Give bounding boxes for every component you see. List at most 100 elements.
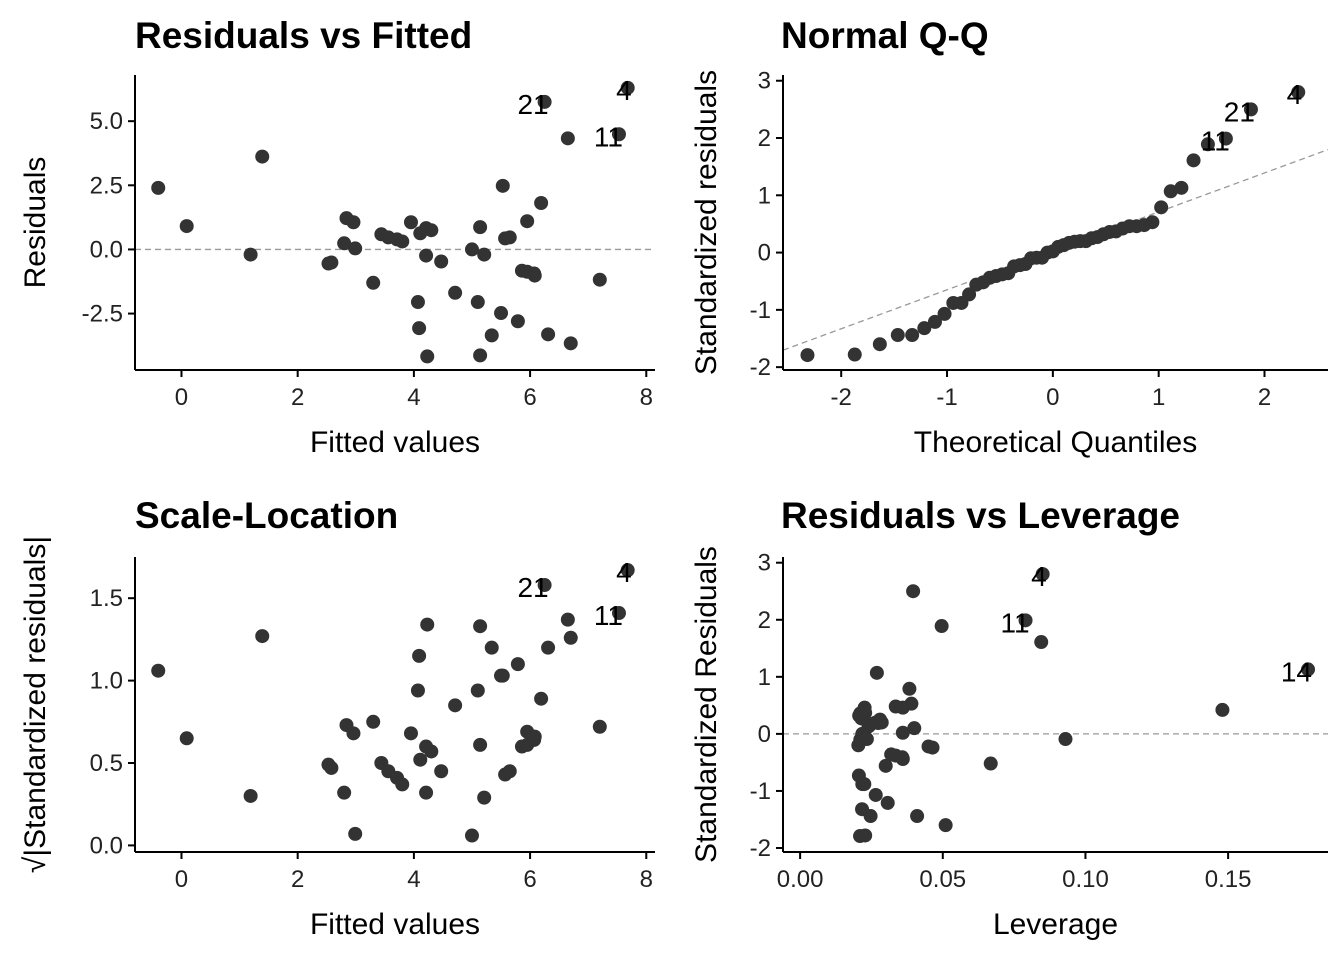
- y-tick-label: 0: [758, 240, 771, 267]
- data-point: [348, 826, 363, 841]
- y-tick-label: 0: [758, 721, 771, 748]
- data-point: [1215, 702, 1230, 717]
- data-point: [563, 630, 578, 645]
- x-tick-label: 6: [523, 866, 536, 893]
- y-tick-label: 2: [758, 125, 771, 152]
- x-tick-label: -2: [831, 384, 852, 411]
- point-label: 11: [594, 600, 623, 631]
- data-point: [324, 255, 339, 270]
- data-point: [874, 715, 889, 730]
- data-point: [420, 617, 435, 632]
- data-point: [1034, 635, 1049, 650]
- data-point: [434, 254, 449, 269]
- data-point: [1035, 567, 1050, 582]
- data-point: [151, 663, 166, 678]
- point-label: 21: [517, 89, 548, 120]
- data-point: [470, 683, 485, 698]
- data-point: [537, 578, 552, 593]
- data-point: [907, 721, 922, 736]
- data-point: [800, 348, 815, 363]
- data-point: [534, 196, 549, 211]
- data-point: [494, 306, 509, 321]
- point-label: 4: [616, 75, 632, 106]
- data-point: [890, 328, 905, 343]
- y-axis-label: Standardized Residuals: [690, 546, 723, 863]
- data-point: [902, 681, 917, 696]
- x-tick-label: 0: [1046, 384, 1059, 411]
- data-point: [151, 180, 166, 195]
- data-point: [395, 777, 410, 792]
- data-point: [477, 790, 492, 805]
- data-point: [424, 223, 439, 238]
- data-point: [905, 328, 920, 343]
- x-axis-label: Fitted values: [310, 426, 480, 459]
- x-tick-label: 0.00: [777, 866, 824, 893]
- data-point: [560, 612, 575, 627]
- point-label: 11: [1000, 607, 1029, 638]
- data-point: [470, 295, 485, 310]
- data-point: [983, 756, 998, 771]
- point-label: 21: [1224, 96, 1255, 127]
- data-point: [1056, 238, 1071, 253]
- x-tick-label: 0.05: [919, 866, 966, 893]
- panel-title: Scale-Location: [135, 495, 398, 536]
- y-tick-label: -2: [750, 835, 771, 862]
- data-point: [895, 725, 910, 740]
- x-tick-label: 2: [1258, 384, 1271, 411]
- data-point: [403, 215, 418, 230]
- data-point: [563, 336, 578, 351]
- data-point: [510, 314, 525, 329]
- y-tick-label: -1: [750, 778, 771, 805]
- x-tick-label: 0: [175, 384, 188, 411]
- data-point: [611, 127, 626, 142]
- data-point: [255, 149, 270, 164]
- data-point: [366, 275, 381, 290]
- data-point: [872, 337, 887, 352]
- data-point: [473, 737, 488, 752]
- data-point: [1186, 153, 1201, 168]
- data-point: [434, 764, 449, 779]
- point-label: 21: [517, 572, 548, 603]
- data-point: [1058, 732, 1073, 747]
- panel-title: Normal Q-Q: [781, 15, 989, 56]
- x-tick-label: 0.10: [1062, 866, 1109, 893]
- data-point: [592, 719, 607, 734]
- x-tick-label: 4: [407, 384, 420, 411]
- data-point: [888, 699, 903, 714]
- y-tick-label: 1: [758, 664, 771, 691]
- data-point: [502, 764, 517, 779]
- x-tick-label: -1: [936, 384, 957, 411]
- point-label: 4: [1287, 79, 1303, 110]
- data-point: [403, 726, 418, 741]
- data-point: [1067, 234, 1082, 249]
- data-point: [1154, 200, 1169, 215]
- data-point: [420, 349, 435, 364]
- data-point: [410, 295, 425, 310]
- data-point: [938, 818, 953, 833]
- data-point: [337, 236, 352, 251]
- panel-title: Residuals vs Leverage: [781, 495, 1180, 536]
- x-axis-label: Theoretical Quantiles: [914, 426, 1197, 459]
- y-tick-label: 5.0: [90, 108, 123, 135]
- data-point: [520, 214, 535, 229]
- data-point: [954, 295, 969, 310]
- data-point: [412, 648, 427, 663]
- data-point: [448, 285, 463, 300]
- data-point: [1108, 224, 1123, 239]
- panel-scale-location: Scale-Location 0 2 4 6 8 1.5 1.0 0.5 0.0 Fitted va…: [19, 495, 655, 941]
- data-point: [857, 777, 872, 792]
- data-point: [934, 619, 949, 634]
- y-tick-label: 0.0: [90, 236, 123, 263]
- data-point: [527, 729, 542, 744]
- data-point: [592, 272, 607, 287]
- data-point: [502, 230, 517, 245]
- data-point: [448, 698, 463, 713]
- data-point: [1078, 234, 1093, 249]
- data-point: [410, 683, 425, 698]
- point-label: 11: [594, 121, 623, 152]
- data-point: [495, 178, 510, 193]
- y-tick-label: 2: [758, 607, 771, 634]
- data-point: [1018, 257, 1033, 272]
